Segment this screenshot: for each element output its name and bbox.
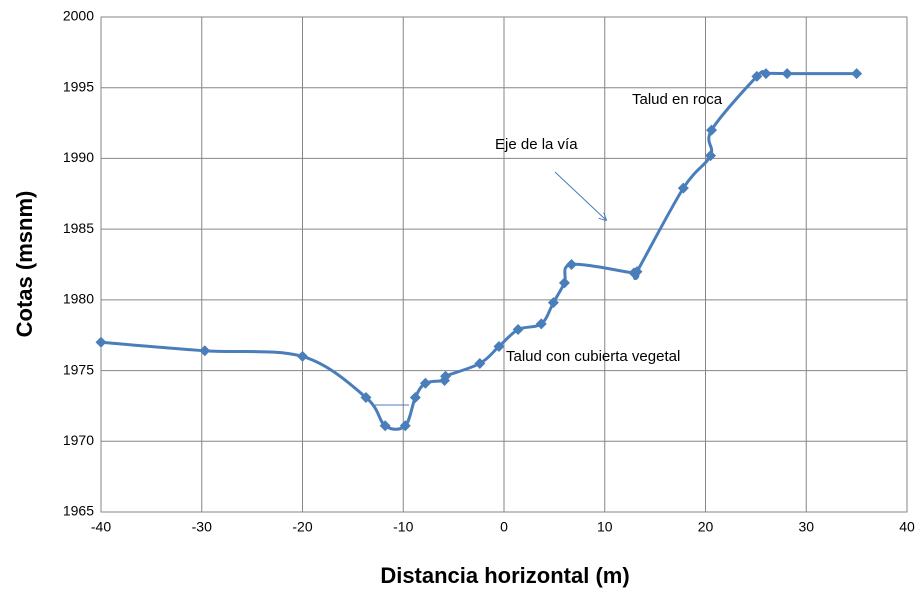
y-tick-label: 1990 xyxy=(63,149,94,165)
x-tick-label: -20 xyxy=(292,519,312,535)
point xyxy=(360,391,372,403)
point xyxy=(631,266,643,278)
x-tick-label: 10 xyxy=(597,519,613,535)
point xyxy=(440,370,452,382)
point xyxy=(474,358,486,369)
y-tick-label: 1975 xyxy=(63,361,94,377)
y-tick-label: 1980 xyxy=(63,291,94,307)
grid xyxy=(100,16,908,513)
x-tick-label: 40 xyxy=(899,519,915,535)
point xyxy=(751,70,763,82)
marks xyxy=(95,68,863,432)
annotation: Talud con cubierta vegetal xyxy=(506,348,680,365)
y-tick-label: 1965 xyxy=(63,503,94,519)
point xyxy=(95,336,107,348)
point xyxy=(535,318,547,330)
x-axis-title: Distancia horizontal (m) xyxy=(380,563,629,588)
y-axis-title: Cotas (msnm) xyxy=(12,191,37,338)
point xyxy=(566,259,578,270)
point xyxy=(409,391,421,403)
x-tick-label: -10 xyxy=(393,519,413,535)
x-tick-label: -30 xyxy=(192,519,212,535)
annotation: Eje de la vía xyxy=(495,136,578,153)
x-tick-label: 0 xyxy=(500,519,508,535)
plot-frame xyxy=(100,16,908,513)
point xyxy=(558,277,570,289)
x-tick-label: 30 xyxy=(798,519,814,535)
point xyxy=(706,124,718,136)
point xyxy=(399,420,411,432)
point xyxy=(199,345,211,357)
annotation-arrow xyxy=(554,171,606,220)
point xyxy=(419,377,431,389)
point xyxy=(512,324,524,336)
point xyxy=(677,182,689,194)
x-tick-label: 20 xyxy=(698,519,714,535)
y-tick-label: 1985 xyxy=(63,220,94,236)
point xyxy=(379,420,391,432)
point xyxy=(547,297,559,309)
x-tick-label: -40 xyxy=(91,519,111,535)
point xyxy=(760,68,772,80)
y-tick-label: 1970 xyxy=(63,432,94,448)
y-tick-label: 1995 xyxy=(63,78,94,94)
point xyxy=(705,150,717,162)
point xyxy=(781,68,793,80)
point xyxy=(297,350,308,362)
annotation: Talud en roca xyxy=(632,91,723,108)
point xyxy=(493,341,505,353)
line xyxy=(100,69,857,431)
point xyxy=(851,68,863,80)
y-tick-label: 2000 xyxy=(63,8,94,24)
